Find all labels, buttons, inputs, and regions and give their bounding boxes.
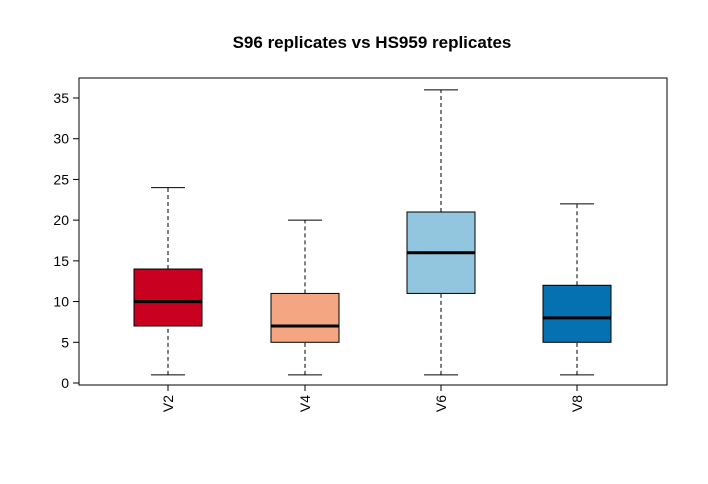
y-axis: 0 5 10 15 20 25 30 35 bbox=[53, 90, 79, 391]
y-tick-label: 10 bbox=[53, 294, 69, 310]
boxes bbox=[133, 89, 612, 376]
y-tick-label: 15 bbox=[53, 253, 69, 269]
box-v2 bbox=[133, 187, 203, 376]
x-tick-label: V6 bbox=[433, 395, 449, 412]
y-tick-label: 20 bbox=[53, 212, 69, 228]
x-tick-label: V4 bbox=[297, 395, 313, 412]
y-tick-label: 30 bbox=[53, 131, 69, 147]
x-tick-label: V8 bbox=[569, 395, 585, 412]
plot-frame bbox=[78, 77, 668, 386]
iqr-box bbox=[270, 292, 340, 343]
y-tick-label: 35 bbox=[53, 90, 69, 106]
box-v8 bbox=[542, 203, 612, 376]
x-axis: V2 V4 V6 V8 bbox=[160, 385, 585, 412]
y-tick-label: 5 bbox=[61, 334, 69, 350]
iqr-box bbox=[542, 284, 612, 343]
y-tick-label: 25 bbox=[53, 171, 69, 187]
chart-title: S96 replicates vs HS959 replicates bbox=[233, 33, 512, 52]
iqr-box bbox=[133, 268, 203, 327]
box-v6 bbox=[406, 89, 476, 376]
x-tick-label: V2 bbox=[160, 395, 176, 412]
y-tick-label: 0 bbox=[61, 375, 69, 391]
box-v4 bbox=[270, 219, 340, 376]
